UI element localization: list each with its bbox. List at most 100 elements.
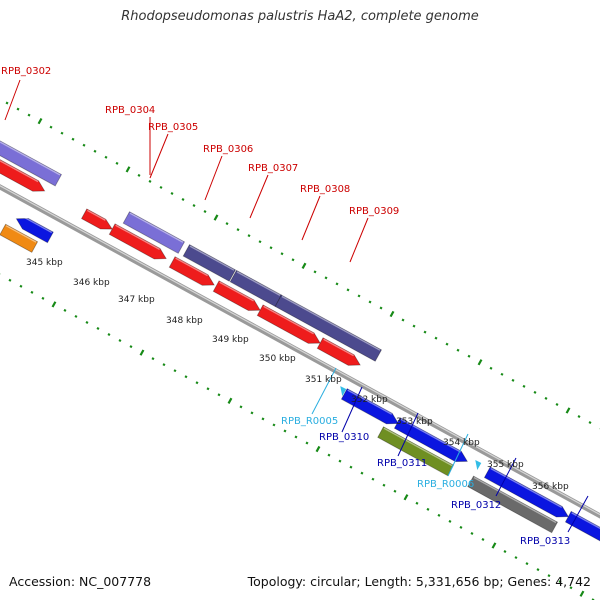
gene-label-rpb-r0005[interactable]: RPB_R0005: [281, 416, 338, 427]
tick-dot: [445, 342, 449, 346]
leader-rpb-0305: [149, 133, 169, 179]
accession-text: Accession: NC_007778: [9, 574, 152, 589]
tick-dot: [71, 137, 75, 141]
gene-red-0309: [316, 337, 361, 366]
tick-dot: [283, 429, 287, 433]
tick-dot: [349, 465, 353, 469]
tick-dot: [291, 258, 295, 262]
tick-dot: [203, 210, 207, 214]
leader-rpb-0308: [301, 195, 321, 241]
gene-label-rpb-0302[interactable]: RPB_0302: [1, 66, 51, 77]
scale-label: 348 kbp: [166, 316, 203, 326]
scale-label: 351 kbp: [305, 375, 342, 385]
scale-label: 349 kbp: [212, 335, 249, 345]
gene-label-rpb-0308[interactable]: RPB_0308: [300, 184, 350, 195]
tick-dot: [27, 113, 31, 117]
tick-dot: [434, 336, 438, 340]
scale-label: 346 kbp: [73, 278, 110, 288]
gene-slate-0307-shine: [236, 271, 281, 297]
gene-blue-0311-shine: [400, 418, 462, 453]
gene-orange-left: [0, 223, 39, 253]
gene-red-0306: [168, 256, 215, 286]
tick-dot: [357, 294, 361, 298]
tick-dot: [173, 369, 177, 373]
gene-slate-0308-shine: [281, 295, 381, 351]
tick-dot: [195, 381, 199, 385]
leader-rpb-0302: [4, 79, 21, 121]
tick-dot: [159, 185, 163, 189]
backbone: [0, 184, 600, 519]
gene-lavender-0305-shine: [129, 212, 184, 243]
tick-dot: [360, 471, 364, 475]
gene-label-rpb-0305[interactable]: RPB_0305: [148, 122, 198, 133]
tick-dot: [379, 306, 383, 310]
gene-label-rpb-0309[interactable]: RPB_0309: [349, 206, 399, 217]
tick-dot: [514, 556, 518, 560]
scale-label: 353 kbp: [396, 417, 433, 427]
gene-label-rpb-0311[interactable]: RPB_0311: [377, 458, 427, 469]
scale-label: 345 kbp: [26, 258, 63, 268]
major-tick: [139, 349, 145, 356]
gene-label-rpb-0313[interactable]: RPB_0313: [520, 536, 570, 547]
tick-dot: [500, 372, 504, 376]
gene-orange-left-shine: [5, 225, 37, 243]
scale-label: 354 kbp: [443, 438, 480, 448]
gene-slate-0308: [274, 294, 383, 362]
tick-dot: [467, 354, 471, 358]
scale-labels: 345 kbp 346 kbp 347 kbp 348 kbp 349 kbp 350 k…: [26, 258, 569, 492]
scale-label: 352 kbp: [351, 395, 388, 405]
gene-red-0309-shine: [323, 338, 354, 357]
gene-label-rpb-0307[interactable]: RPB_0307: [248, 163, 298, 174]
gene-label-rpb-0304[interactable]: RPB_0304: [105, 105, 155, 116]
gene-label-rpb-0306[interactable]: RPB_0306: [203, 144, 253, 155]
tick-dot: [217, 393, 221, 397]
scale-label: 350 kbp: [259, 354, 296, 364]
major-tick: [389, 310, 395, 318]
tick-dot: [63, 308, 67, 312]
tick-dot: [547, 574, 551, 578]
gene-label-rpb-r0006[interactable]: RPB_R0006: [417, 479, 474, 490]
major-tick: [565, 407, 571, 414]
tick-dot: [280, 252, 284, 256]
tick-dot: [588, 421, 592, 425]
scale-label: 347 kbp: [118, 295, 155, 305]
gene-lavender-0305: [122, 211, 186, 254]
leader-rpb-0306: [204, 155, 223, 201]
gene-blue-0310-shine: [347, 389, 393, 415]
major-tick: [579, 590, 585, 597]
tick-dot: [569, 586, 573, 590]
leader-rpb-0311: [397, 412, 419, 457]
tick-dot: [294, 435, 298, 439]
tick-dot: [489, 366, 493, 370]
tick-dot: [85, 320, 89, 324]
leader-rpb-r0005: [311, 367, 337, 415]
gene-red-0308-shine: [263, 305, 314, 335]
gene-features: [0, 140, 600, 542]
tick-dot: [162, 363, 166, 367]
gene-blue-0313-shine: [571, 512, 600, 530]
tick-dot: [225, 222, 229, 226]
gene-red-0306-shine: [175, 257, 208, 277]
tick-dot: [558, 580, 562, 584]
major-tick: [403, 494, 409, 501]
gene-blue-0313: [564, 510, 600, 542]
tick-dot: [412, 324, 416, 328]
tick-dot: [313, 270, 317, 274]
gene-label-rpb-0312[interactable]: RPB_0312: [451, 500, 501, 511]
major-tick: [51, 301, 57, 308]
tick-dot: [96, 327, 100, 330]
gene-label-rpb-0310[interactable]: RPB_0310: [319, 432, 369, 443]
scale-label: 355 kbp: [487, 460, 524, 470]
tick-dot: [371, 477, 375, 481]
tick-dot: [536, 568, 540, 572]
tick-dot: [470, 531, 474, 535]
tick-dot: [170, 191, 174, 195]
tick-dot: [459, 525, 463, 529]
backbone-highlight: [0, 185, 600, 516]
tick-dot: [426, 507, 430, 511]
gene-red-0303-shine: [0, 159, 39, 183]
leader-rpb-0313: [567, 495, 589, 533]
tick-dot: [437, 513, 441, 517]
gene-red-0303: [0, 159, 46, 192]
